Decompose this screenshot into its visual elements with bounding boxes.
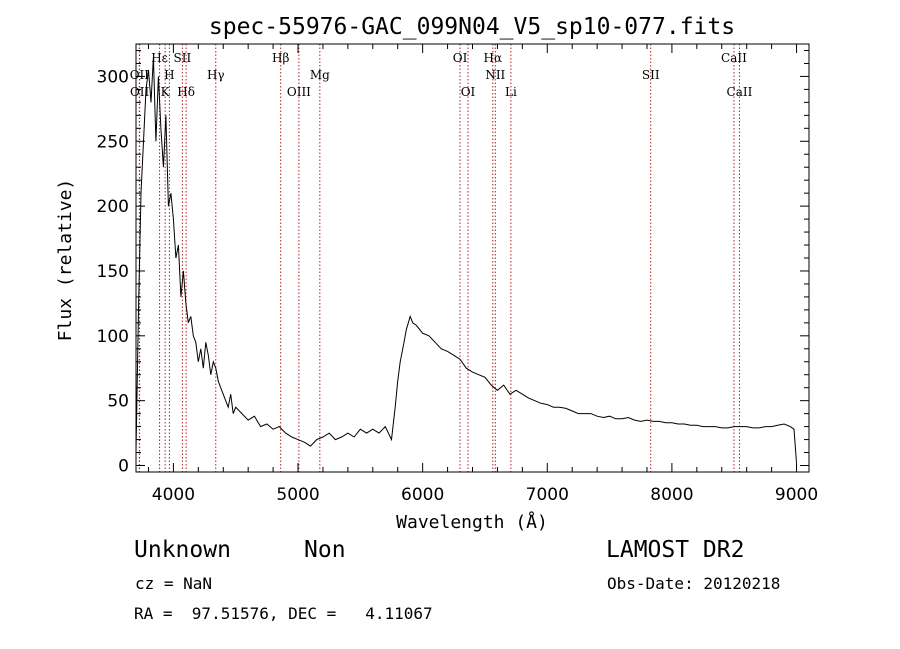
x-axis-ticks: 4000 5000 6000 7000 8000 9000	[147, 44, 818, 505]
line-label: SII	[174, 51, 192, 65]
line-label: Hα	[484, 51, 503, 65]
line-label: K	[161, 85, 171, 99]
observation-date: Obs-Date: 20120218	[607, 574, 781, 593]
survey-name: LAMOST DR2	[606, 537, 745, 563]
line-label: OI	[453, 51, 468, 65]
line-label: NII	[485, 68, 505, 82]
line-label: CaII	[727, 85, 753, 99]
chart-title: spec-55976-GAC_099N04_V5_sp10-077.fits	[209, 14, 735, 40]
x-tick-label: 4000	[152, 485, 195, 505]
coordinates: RA = 97.51576, DEC = 4.11067	[134, 604, 433, 623]
line-label: OI	[461, 85, 476, 99]
line-label: CaII	[721, 51, 747, 65]
y-tick-label: 150	[97, 262, 129, 282]
line-label: Hε	[151, 51, 168, 65]
x-tick-label: 5000	[276, 485, 319, 505]
y-axis-ticks: 0 50 100 150 200 250 300	[97, 49, 809, 477]
redshift-cz: cz = NaN	[135, 574, 213, 593]
spectrum-chart: spec-55976-GAC_099N04_V5_sp10-077.fits H…	[55, 14, 818, 533]
y-tick-label: 250	[97, 132, 129, 152]
line-label: Li	[505, 85, 517, 99]
y-tick-label: 100	[97, 327, 129, 347]
spectrum-line	[135, 56, 797, 463]
y-tick-label: 200	[97, 197, 129, 217]
x-tick-label: 7000	[526, 485, 569, 505]
line-label: OII	[130, 68, 150, 82]
x-tick-label: 6000	[401, 485, 444, 505]
y-tick-label: 300	[97, 67, 129, 87]
line-label: Hδ	[177, 85, 195, 99]
x-tick-label: 9000	[775, 485, 818, 505]
line-label: Hγ	[207, 68, 225, 82]
line-label: Hβ	[272, 51, 289, 65]
y-tick-label: 0	[118, 457, 129, 477]
y-axis-label: Flux (relative)	[55, 179, 76, 342]
object-class: Unknown	[134, 537, 231, 563]
x-tick-label: 8000	[650, 485, 693, 505]
line-label: H	[164, 68, 174, 82]
spectral-line-labels: HεOIIOIIHKSIIHδHγHβOIIIMgOIOIHαNIILiSIIC…	[130, 51, 753, 99]
object-subclass: Non	[304, 537, 346, 563]
line-label: SII	[642, 68, 660, 82]
line-label: OII	[130, 85, 150, 99]
x-axis-label: Wavelength (Å)	[396, 511, 548, 533]
line-label: Mg	[310, 68, 330, 82]
line-label: OIII	[287, 85, 311, 99]
spectral-line-markers	[138, 44, 740, 472]
y-tick-label: 50	[107, 392, 129, 412]
